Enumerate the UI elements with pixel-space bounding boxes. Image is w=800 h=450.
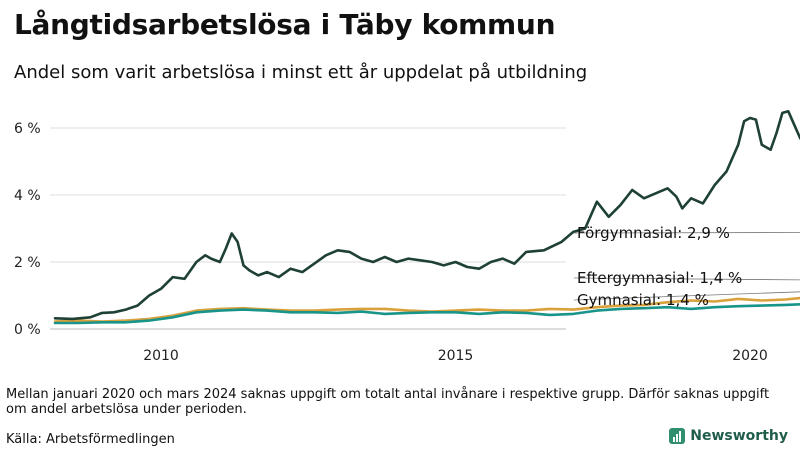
series-line-gymnasial	[53, 296, 800, 323]
newsworthy-logo[interactable]: Newsworthy	[669, 428, 788, 444]
chart-note: Mellan januari 2020 och mars 2024 saknas…	[6, 387, 770, 417]
source-text: Källa: Arbetsförmedlingen	[6, 432, 175, 447]
label-connector	[573, 277, 800, 281]
x-tick-label: 2020	[732, 348, 768, 364]
y-tick-label: 4 %	[14, 188, 41, 204]
series-end-label: Eftergymnasial: 1,4 %	[577, 269, 742, 287]
chart-subtitle: Andel som varit arbetslösa i minst ett å…	[14, 62, 588, 83]
logo-text: Newsworthy	[690, 428, 788, 444]
chart-title: Långtidsarbetslösa i Täby kommun	[14, 8, 556, 41]
series-line-förgymnasial	[53, 110, 800, 321]
series-end-label: Gymnasial: 1,4 %	[577, 291, 709, 309]
label-connector	[573, 291, 800, 301]
y-tick-label: 6 %	[14, 121, 41, 137]
series-end-label: Förgymnasial: 2,9 %	[577, 224, 730, 242]
x-tick-label: 2015	[438, 348, 474, 364]
y-tick-label: 0 %	[14, 322, 41, 338]
newsworthy-logo-icon	[669, 428, 686, 444]
x-tick-label: 2010	[143, 348, 179, 364]
series-line-eftergymnasial	[53, 302, 800, 325]
y-tick-label: 2 %	[14, 255, 41, 271]
label-connector	[573, 232, 800, 234]
